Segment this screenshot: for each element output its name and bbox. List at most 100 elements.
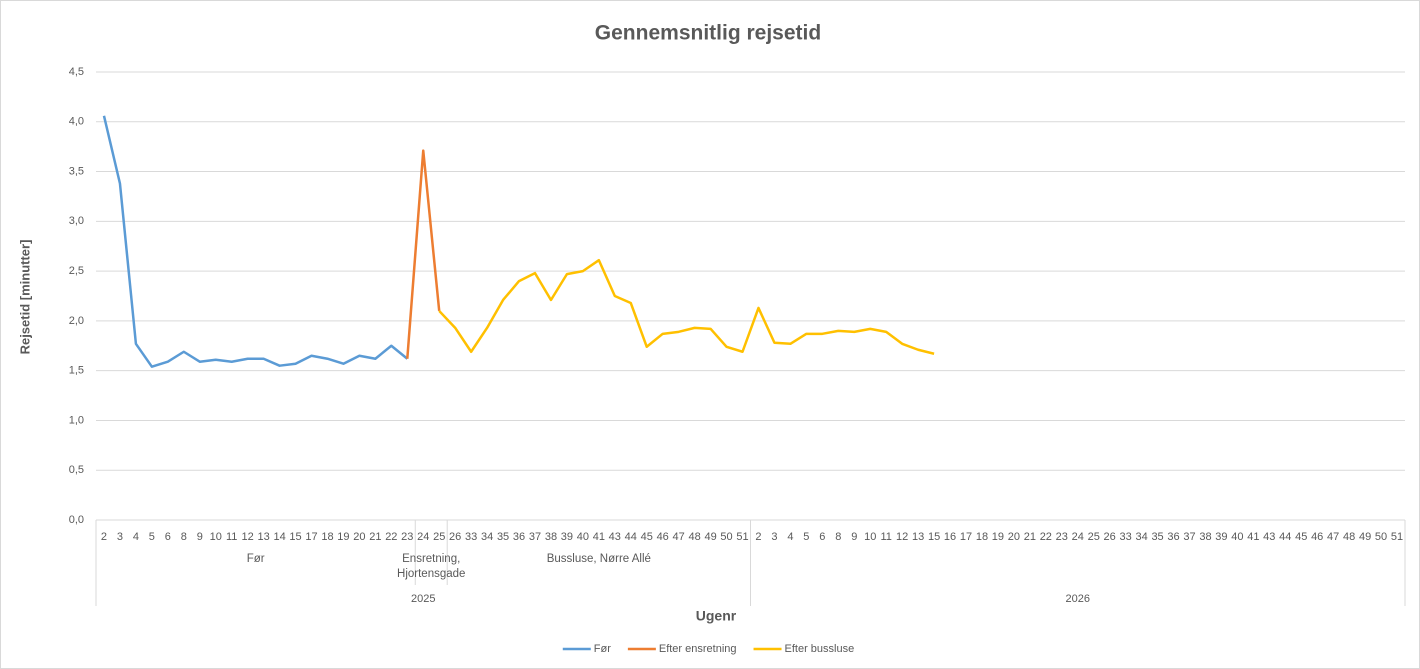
series-line — [438, 258, 935, 355]
x-tick-label: 5 — [803, 531, 809, 543]
x-tick-label: 19 — [992, 531, 1004, 543]
x-tick-label: 35 — [497, 531, 509, 543]
x-tick-label: 34 — [481, 531, 493, 543]
y-tick-label: 2,0 — [69, 315, 84, 327]
x-tick-label: 21 — [369, 531, 381, 543]
y-axis-title: Rejsetid [minutter] — [17, 240, 32, 355]
x-tick-label: 9 — [197, 531, 203, 543]
x-tick-label: 44 — [1279, 531, 1291, 543]
x-tick-label: 10 — [210, 531, 222, 543]
x-tick-label: 20 — [1008, 531, 1020, 543]
y-tick-label: 4,0 — [69, 116, 84, 128]
x-tick-label: 13 — [912, 531, 924, 543]
x-tick-label: 23 — [1056, 531, 1068, 543]
x-tick-label: 5 — [149, 531, 155, 543]
x-tick-label: 44 — [625, 531, 637, 543]
y-tick-label: 3,0 — [69, 215, 84, 227]
x-tick-label: 3 — [117, 531, 123, 543]
x-tick-label: 48 — [689, 531, 701, 543]
x-tick-label: 33 — [465, 531, 477, 543]
x-tick-label: 22 — [1040, 531, 1052, 543]
x-tick-label: 21 — [1024, 531, 1036, 543]
x-tick-label: 19 — [337, 531, 349, 543]
x-tick-label: 6 — [819, 531, 825, 543]
x-tick-label: 36 — [513, 531, 525, 543]
x-tick-label: 18 — [976, 531, 988, 543]
x-tick-label: 33 — [1120, 531, 1132, 543]
x-tick-label: 26 — [449, 531, 461, 543]
x-tick-label: 39 — [1215, 531, 1227, 543]
x-tick-label: 46 — [1311, 531, 1323, 543]
x-tick-label: 46 — [657, 531, 669, 543]
x-tick-label: 9 — [851, 531, 857, 543]
subgroup-label: Bussluse, Nørre Allé — [546, 553, 651, 565]
x-tick-label: 10 — [864, 531, 876, 543]
x-tick-label: 40 — [1231, 531, 1243, 543]
x-tick-label: 4 — [133, 531, 139, 543]
x-tick-label: 11 — [880, 531, 891, 543]
series-line — [102, 115, 409, 368]
x-tick-label: 26 — [1104, 531, 1116, 543]
x-tick-label: 48 — [1343, 531, 1355, 543]
y-tick-label: 0,5 — [69, 464, 84, 476]
x-tick-label: 47 — [1327, 531, 1339, 543]
y-tick-label: 0,0 — [69, 514, 84, 526]
subgroup-label: Ensretning, Hjortensgade — [397, 553, 466, 580]
x-tick-label: 2 — [101, 531, 107, 543]
x-tick-label: 4 — [787, 531, 793, 543]
x-tick-label: 24 — [417, 531, 429, 543]
x-tick-label: 38 — [545, 531, 557, 543]
x-tick-label: 45 — [641, 531, 653, 543]
x-tick-label: 13 — [257, 531, 269, 543]
x-tick-label: 17 — [960, 531, 972, 543]
y-tick-label: 3,5 — [69, 165, 84, 177]
x-tick-label: 16 — [944, 531, 956, 543]
x-tick-label: 40 — [577, 531, 589, 543]
chart-title: Gennemsnitlig rejsetid — [595, 22, 821, 45]
x-tick-label: 14 — [273, 531, 285, 543]
x-tick-label: 25 — [1088, 531, 1100, 543]
x-tick-label: 50 — [720, 531, 732, 543]
x-tick-label: 47 — [673, 531, 685, 543]
x-tick-label: 12 — [242, 531, 254, 543]
x-tick-label: 50 — [1375, 531, 1387, 543]
y-tick-label: 2,5 — [69, 265, 84, 277]
group-label: 2026 — [1066, 593, 1090, 605]
series-line — [406, 149, 441, 359]
x-tick-label: 36 — [1167, 531, 1179, 543]
x-tick-label: 38 — [1199, 531, 1211, 543]
x-tick-label: 49 — [1359, 531, 1371, 543]
x-tick-label: 20 — [353, 531, 365, 543]
y-tick-label: 1,0 — [69, 414, 84, 426]
x-tick-label: 8 — [835, 531, 841, 543]
x-tick-label: 49 — [704, 531, 716, 543]
y-tick-label: 4,5 — [69, 66, 84, 78]
x-axis-title: Ugenr — [696, 608, 737, 624]
x-tick-label: 8 — [181, 531, 187, 543]
x-tick-label: 39 — [561, 531, 573, 543]
x-tick-label: 15 — [289, 531, 301, 543]
x-tick-label: 17 — [305, 531, 317, 543]
x-tick-label: 3 — [771, 531, 777, 543]
x-tick-label: 43 — [1263, 531, 1275, 543]
x-tick-label: 23 — [401, 531, 413, 543]
legend-label: Efter bussluse — [785, 643, 855, 655]
x-tick-label: 2 — [755, 531, 761, 543]
x-tick-label: 41 — [593, 531, 605, 543]
x-tick-label: 18 — [321, 531, 333, 543]
x-tick-label: 51 — [736, 531, 748, 543]
legend-label: Efter ensretning — [659, 643, 737, 655]
x-tick-label: 6 — [165, 531, 171, 543]
x-tick-label: 15 — [928, 531, 940, 543]
x-tick-label: 22 — [385, 531, 397, 543]
x-tick-label: 41 — [1247, 531, 1259, 543]
x-tick-label: 24 — [1072, 531, 1084, 543]
y-tick-label: 1,5 — [69, 365, 84, 377]
x-tick-label: 35 — [1151, 531, 1163, 543]
x-tick-label: 43 — [609, 531, 621, 543]
x-tick-label: 34 — [1135, 531, 1147, 543]
x-tick-label: 12 — [896, 531, 908, 543]
